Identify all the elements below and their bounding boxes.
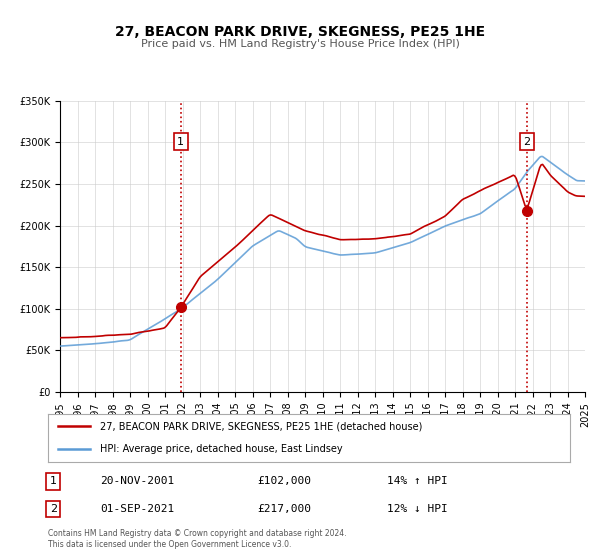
Text: 1: 1: [50, 476, 57, 486]
Text: 01-SEP-2021: 01-SEP-2021: [100, 504, 175, 514]
Text: 12% ↓ HPI: 12% ↓ HPI: [388, 504, 448, 514]
Text: £217,000: £217,000: [257, 504, 311, 514]
Text: 14% ↑ HPI: 14% ↑ HPI: [388, 476, 448, 486]
Text: 2: 2: [50, 504, 57, 514]
Text: 2: 2: [523, 137, 530, 147]
Text: 27, BEACON PARK DRIVE, SKEGNESS, PE25 1HE: 27, BEACON PARK DRIVE, SKEGNESS, PE25 1H…: [115, 25, 485, 39]
Text: 20-NOV-2001: 20-NOV-2001: [100, 476, 175, 486]
Text: 1: 1: [177, 137, 184, 147]
Text: Price paid vs. HM Land Registry's House Price Index (HPI): Price paid vs. HM Land Registry's House …: [140, 39, 460, 49]
Text: 27, BEACON PARK DRIVE, SKEGNESS, PE25 1HE (detached house): 27, BEACON PARK DRIVE, SKEGNESS, PE25 1H…: [100, 421, 422, 431]
Text: Contains HM Land Registry data © Crown copyright and database right 2024.
This d: Contains HM Land Registry data © Crown c…: [48, 529, 347, 549]
Text: HPI: Average price, detached house, East Lindsey: HPI: Average price, detached house, East…: [100, 444, 343, 454]
Text: £102,000: £102,000: [257, 476, 311, 486]
